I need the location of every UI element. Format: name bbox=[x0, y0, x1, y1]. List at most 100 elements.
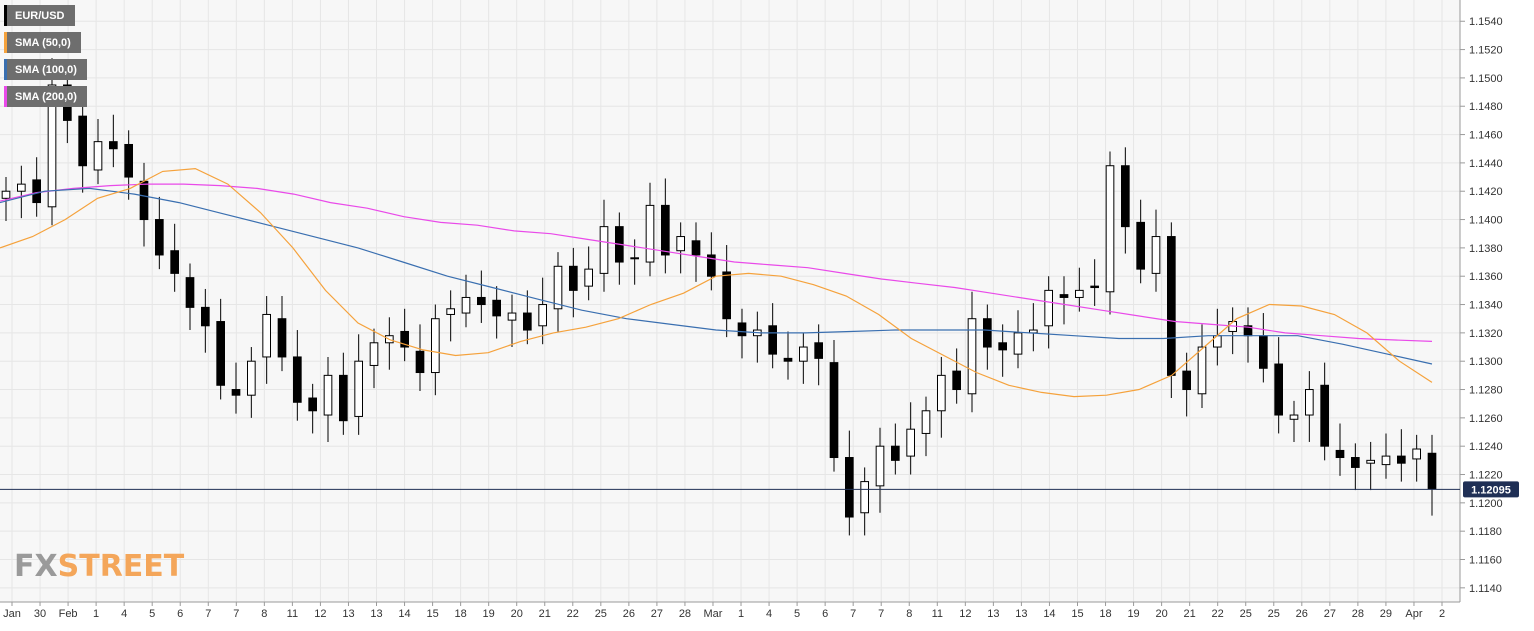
candle-body bbox=[1305, 389, 1314, 416]
candle-body bbox=[538, 304, 547, 327]
candle-body bbox=[799, 346, 808, 362]
x-tick-label: 28 bbox=[1352, 608, 1364, 620]
x-tick-label: 14 bbox=[1043, 608, 1055, 620]
candle-body bbox=[78, 115, 88, 167]
candle-body bbox=[1059, 294, 1069, 298]
candle-body bbox=[983, 318, 992, 348]
candle-body bbox=[523, 312, 532, 331]
candle-body bbox=[645, 204, 655, 263]
y-tick-label: 1.1500 bbox=[1469, 73, 1503, 85]
x-tick-label: Feb bbox=[59, 608, 78, 620]
candle-body bbox=[569, 265, 578, 291]
x-tick-label: 29 bbox=[1380, 608, 1392, 620]
candle-body bbox=[967, 318, 977, 395]
candle-body bbox=[155, 219, 164, 256]
candle-body bbox=[937, 374, 946, 412]
candle-body bbox=[262, 313, 272, 358]
candle-body bbox=[1136, 221, 1146, 270]
candle-body bbox=[921, 410, 931, 434]
candle-body bbox=[661, 204, 670, 256]
x-tick-label: 25 bbox=[1268, 608, 1280, 620]
candle-body bbox=[599, 226, 609, 274]
candle-body bbox=[1151, 236, 1161, 274]
legend-label-sma200: SMA (200,0) bbox=[15, 90, 77, 103]
legend-swatch-sma50 bbox=[4, 32, 7, 53]
logo-part-fx: FX bbox=[14, 549, 58, 584]
legend-label-sma50: SMA (50,0) bbox=[15, 36, 71, 49]
sma200-line bbox=[0, 183, 1433, 342]
x-tick-label: 1 bbox=[738, 608, 744, 620]
x-tick-label: 7 bbox=[878, 608, 884, 620]
legend-item-sma200: SMA (200,0) bbox=[4, 86, 87, 107]
x-tick-label: 20 bbox=[1155, 608, 1167, 620]
candle-body bbox=[691, 240, 701, 256]
x-tick-label: 13 bbox=[1015, 608, 1027, 620]
x-tick-label: 7 bbox=[205, 608, 211, 620]
candle-body bbox=[1320, 384, 1330, 447]
x-tick-label: 8 bbox=[906, 608, 912, 620]
candle-body bbox=[1182, 370, 1192, 391]
candle-body bbox=[676, 236, 685, 252]
x-tick-label: 6 bbox=[177, 608, 183, 620]
x-tick-label: 27 bbox=[651, 608, 663, 620]
x-tick-label: 26 bbox=[623, 608, 635, 620]
x-tick-label: 13 bbox=[370, 608, 382, 620]
y-tick-label: 1.1440 bbox=[1469, 158, 1503, 170]
candle-body bbox=[891, 445, 900, 461]
x-tick-label: 25 bbox=[1240, 608, 1252, 620]
legend-label-sma100: SMA (100,0) bbox=[15, 63, 77, 76]
candle-body bbox=[507, 312, 517, 321]
candle-body bbox=[293, 356, 302, 403]
candle-body bbox=[1167, 236, 1176, 376]
candle-body bbox=[553, 265, 563, 310]
x-tick-label: 20 bbox=[511, 608, 523, 620]
candle-body bbox=[722, 271, 731, 320]
x-tick-label: 19 bbox=[1127, 608, 1139, 620]
y-tick-label: 1.1480 bbox=[1469, 101, 1503, 113]
y-tick-label: 1.1320 bbox=[1469, 328, 1503, 340]
sma100-line bbox=[0, 187, 1433, 365]
candle-body bbox=[477, 296, 486, 306]
x-tick-label: 21 bbox=[539, 608, 551, 620]
candle-body bbox=[1366, 459, 1376, 464]
candle-body bbox=[170, 250, 179, 274]
candle-body bbox=[415, 350, 425, 374]
x-tick-label: 12 bbox=[314, 608, 326, 620]
x-tick-label: Mar bbox=[704, 608, 723, 620]
logo-part-street: STREET bbox=[57, 549, 185, 584]
legend: EUR/USD SMA (50,0) SMA (100,0) SMA (200,… bbox=[4, 5, 87, 113]
candle-body bbox=[93, 141, 103, 171]
candle-body bbox=[247, 360, 256, 396]
candle-body bbox=[1427, 452, 1437, 490]
y-tick-label: 1.1360 bbox=[1469, 271, 1503, 283]
candle-body bbox=[952, 370, 961, 391]
y-tick-label: 1.1400 bbox=[1469, 215, 1503, 227]
candle-body bbox=[1289, 414, 1299, 420]
candle-body bbox=[630, 257, 639, 260]
x-tick-label: 28 bbox=[679, 608, 691, 620]
candle-body bbox=[308, 397, 318, 412]
candle-body bbox=[461, 296, 471, 314]
x-tick-label: 15 bbox=[426, 608, 438, 620]
candle-body bbox=[231, 389, 241, 396]
x-tick-label: 13 bbox=[342, 608, 354, 620]
legend-item-sma50: SMA (50,0) bbox=[4, 32, 81, 53]
candle-body bbox=[906, 428, 915, 457]
candle-body bbox=[446, 308, 456, 315]
x-tick-label: 22 bbox=[1212, 608, 1224, 620]
legend-label-eurusd: EUR/USD bbox=[15, 9, 65, 22]
x-tick-label: 7 bbox=[850, 608, 856, 620]
candle-body bbox=[707, 254, 716, 277]
y-tick-label: 1.1420 bbox=[1469, 186, 1503, 198]
candle-body bbox=[17, 183, 26, 192]
candle-body bbox=[1044, 289, 1054, 327]
x-tick-label: 25 bbox=[595, 608, 607, 620]
fxstreet-logo: FXSTREET bbox=[14, 549, 184, 584]
candle-body bbox=[216, 321, 225, 386]
x-tick-label: 15 bbox=[1071, 608, 1083, 620]
candle-body bbox=[1013, 332, 1023, 355]
x-tick-label: 6 bbox=[822, 608, 828, 620]
y-tick-label: 1.1340 bbox=[1469, 300, 1503, 312]
